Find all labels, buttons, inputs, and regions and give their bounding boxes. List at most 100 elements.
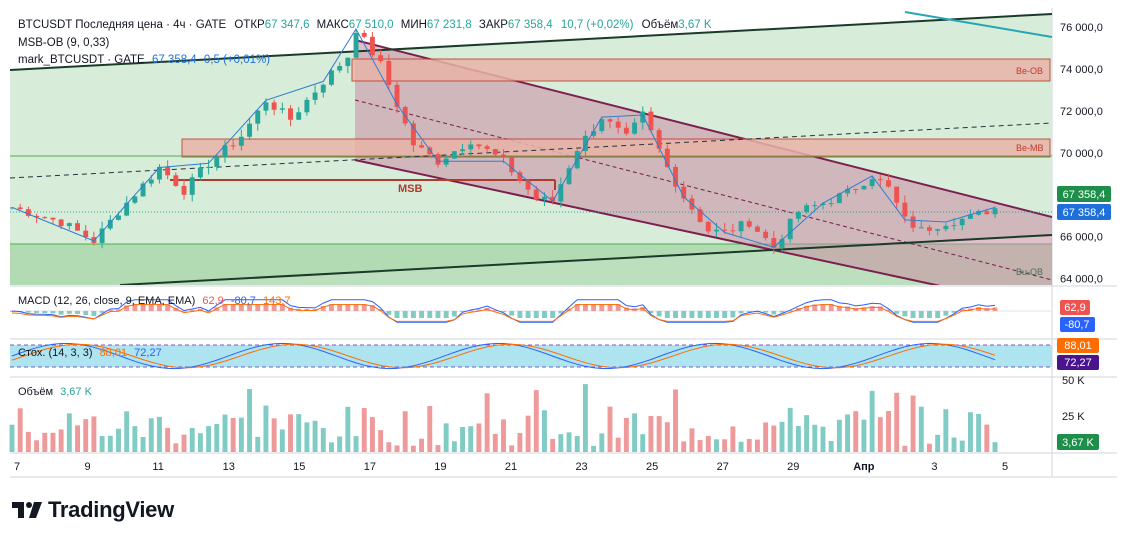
volume-bar (361, 408, 367, 452)
macd-hist-bar (238, 304, 244, 311)
open-label: ОТКР (234, 19, 265, 31)
candle-body (599, 119, 605, 132)
candle-body (173, 175, 179, 186)
candle-body (17, 207, 23, 210)
candle-body (189, 177, 195, 195)
macd-hist-bar (140, 304, 146, 311)
volume-legend[interactable]: Объём 3,67 K (18, 386, 93, 398)
stoch-badge-k-bg (1057, 338, 1099, 353)
candle-body (820, 203, 826, 206)
volume-bar (25, 431, 31, 452)
volume-bar (533, 390, 539, 452)
be-ob-label: Be-OB (1016, 66, 1043, 76)
volume-bar (435, 445, 441, 452)
macd-hist-bar (42, 311, 48, 314)
macd-hist-bar (607, 304, 613, 311)
volume-bar (460, 427, 465, 452)
macd-hist-bar (640, 307, 646, 311)
candle-body (329, 70, 334, 85)
candle-body (771, 238, 777, 248)
volume-bar (378, 430, 384, 452)
volume-bar (812, 424, 818, 452)
time-tick-label: 15 (293, 461, 305, 473)
macd-hist-bar (664, 311, 670, 318)
volume-bar (967, 412, 973, 452)
volume-bar (591, 445, 597, 452)
macd-hist-bar (714, 311, 719, 318)
candle-body (214, 156, 220, 167)
volume-bar (148, 418, 154, 452)
stoch-badge-k: 88,01 (1064, 340, 1092, 352)
volume-label: Объём (642, 19, 679, 31)
candle-body (664, 148, 670, 167)
volume-bar (673, 389, 678, 452)
high-label: МАКС (317, 19, 349, 31)
candle-body (91, 237, 97, 243)
volume-bar (632, 413, 638, 452)
macd-hist-bar (820, 304, 826, 311)
mark-legend[interactable]: mark_BTCUSDT · GATE 67 358,4 0,5 (+0,01%… (18, 54, 270, 66)
volume-bar (681, 441, 687, 452)
candle-body (754, 226, 760, 232)
macd-hist-bar (116, 309, 121, 311)
candle-body (992, 208, 998, 215)
time-tick-label: 13 (223, 461, 235, 473)
candle-body (623, 127, 629, 134)
upper-trendline (10, 13, 1052, 71)
macd-hist-bar (279, 304, 285, 311)
volume-bar (42, 432, 48, 452)
macd-hist-bar (214, 307, 220, 311)
candle-body (132, 196, 138, 203)
macd-legend[interactable]: MACD (12, 26, close, 9, EMA, EMA) 62,9 -… (18, 295, 291, 307)
macd-hist-bar (50, 311, 56, 314)
volume-bar (959, 440, 965, 452)
candle-body (148, 179, 154, 184)
volume-bar (189, 427, 195, 452)
candle-body (910, 216, 916, 228)
candle-body (288, 108, 293, 120)
candle-body (582, 135, 588, 152)
candle-body (427, 147, 433, 155)
be-mb-label: Be-MB (1016, 143, 1044, 153)
macd-hist-bar (124, 305, 130, 311)
macd-hist-bar (722, 311, 728, 318)
candle-body (648, 111, 654, 131)
candle-body (976, 211, 982, 215)
macd-hist-bar (443, 311, 449, 318)
volume-bar (320, 428, 326, 452)
volume-bar (746, 438, 752, 452)
volume-bar (58, 429, 64, 452)
price-tick-label: 74 000,0 (1060, 64, 1103, 76)
time-tick-label: 23 (575, 461, 587, 473)
volume-pane-label: Объём (18, 386, 53, 398)
macd-hist-bar (845, 306, 851, 311)
candle-body (271, 102, 277, 110)
volume-bar (247, 389, 253, 452)
volume-bars (9, 384, 998, 452)
time-tick-label: 7 (14, 461, 20, 473)
macd-hist-bar (746, 311, 752, 312)
volume-bar (492, 433, 498, 452)
volume-bar (861, 419, 867, 452)
candle-body (279, 108, 285, 110)
close-value: 67 358,4 (508, 19, 553, 31)
time-tick-label: 9 (85, 461, 91, 473)
volume-bar (771, 425, 777, 452)
macd-badge-2-bg (1060, 317, 1095, 332)
volume-bar (197, 433, 203, 452)
candle-body (296, 112, 302, 120)
candle-body (591, 131, 597, 136)
msb-ob-legend[interactable]: MSB-OB (9, 0,33) (18, 37, 110, 49)
macd-hist-bar (91, 311, 97, 317)
stoch-legend[interactable]: Стох. (14, 3, 3) 88,01 72,27 (18, 347, 162, 359)
macd-hist-bar (165, 304, 171, 311)
volume-bar (787, 407, 793, 452)
macd-hist-bar (730, 311, 736, 318)
tradingview-brand[interactable]: TradingView (12, 497, 174, 523)
candle-body (140, 183, 146, 197)
macd-badge-1: 62,9 (1064, 302, 1085, 314)
volume-bar (664, 422, 670, 452)
candle-body (951, 225, 957, 227)
descending-channel-mid (354, 99, 1052, 281)
